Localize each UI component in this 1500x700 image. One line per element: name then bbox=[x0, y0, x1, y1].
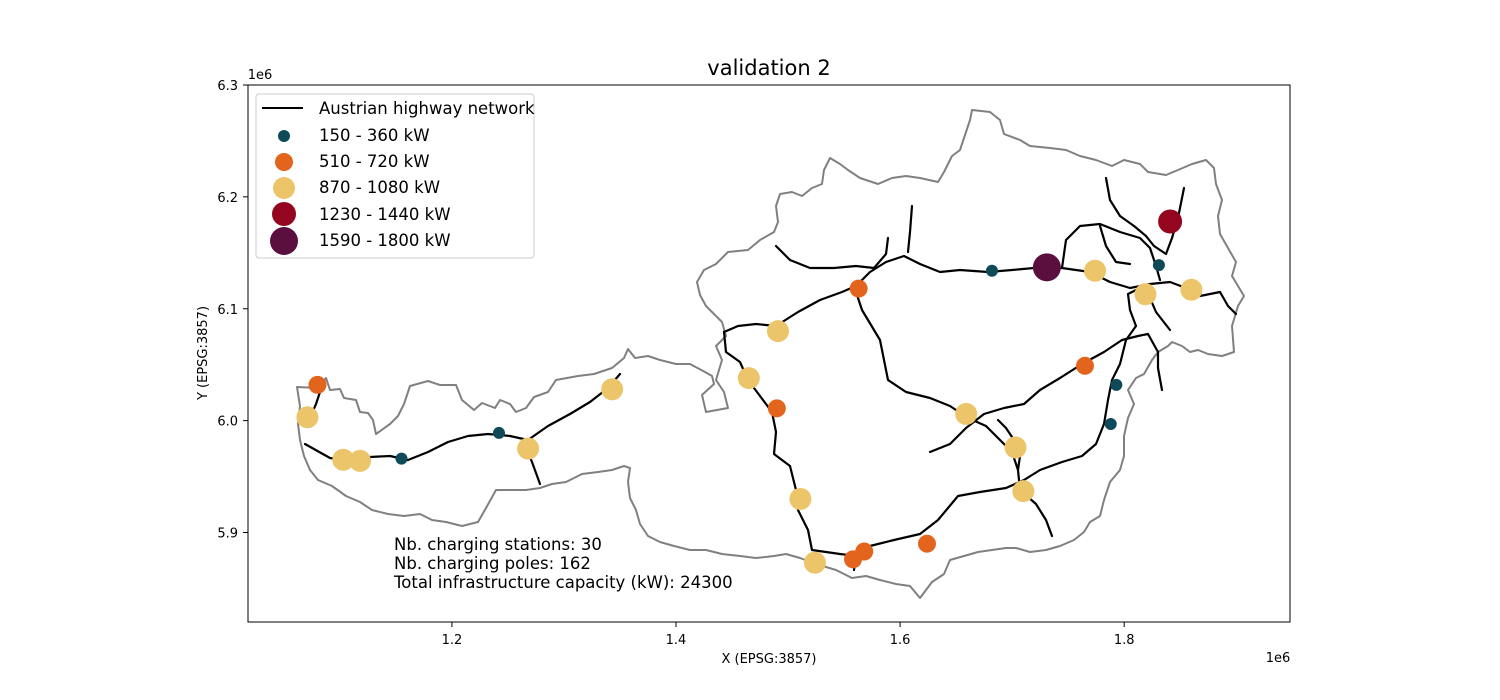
station-marker bbox=[1012, 480, 1035, 503]
charging-stations bbox=[296, 209, 1203, 574]
station-marker bbox=[1084, 259, 1107, 282]
annotation-capacity: Total infrastructure capacity (kW): 2430… bbox=[393, 573, 733, 592]
chart-title: validation 2 bbox=[707, 56, 830, 80]
austria-border bbox=[296, 109, 1245, 599]
legend-marker-1230-1440 bbox=[272, 202, 296, 226]
station-marker bbox=[601, 378, 624, 401]
station-marker bbox=[492, 426, 505, 439]
y-tick-label: 6.3 bbox=[217, 79, 238, 94]
station-marker bbox=[1110, 378, 1123, 391]
road-west bbox=[722, 254, 1188, 334]
station-marker bbox=[332, 448, 355, 471]
x-axis-label: X (EPSG:3857) bbox=[721, 652, 816, 667]
station-marker bbox=[308, 375, 327, 394]
y-tick-label: 6.1 bbox=[217, 303, 238, 318]
y-axis-ticks: 5.9 6.0 6.1 6.2 6.3 bbox=[217, 79, 248, 542]
station-marker bbox=[1158, 209, 1183, 234]
legend-marker-1590-1800 bbox=[270, 227, 298, 255]
y-tick-label: 5.9 bbox=[217, 527, 238, 542]
y-tick-label: 6.2 bbox=[217, 191, 238, 206]
station-marker bbox=[349, 449, 372, 472]
station-marker bbox=[955, 402, 978, 425]
road-north-spur-3 bbox=[872, 236, 890, 270]
legend-label-highway: Austrian highway network bbox=[319, 99, 535, 118]
station-marker bbox=[517, 437, 540, 460]
station-marker bbox=[767, 399, 786, 418]
station-marker bbox=[1152, 259, 1165, 272]
road-north-east bbox=[1060, 222, 1162, 282]
road-north-spur-2 bbox=[906, 204, 914, 254]
station-marker bbox=[917, 534, 936, 553]
station-marker bbox=[766, 320, 789, 343]
annotation-stations: Nb. charging stations: 30 bbox=[394, 535, 602, 554]
station-marker bbox=[296, 406, 319, 429]
y-tick-label: 6.0 bbox=[217, 415, 238, 430]
y-axis-label: Y (EPSG:3857) bbox=[196, 306, 211, 401]
y-offset-label: 1e6 bbox=[248, 68, 273, 83]
x-axis-ticks: 1.2 1.4 1.6 1.8 bbox=[442, 622, 1135, 648]
station-marker bbox=[1134, 283, 1157, 306]
road-south bbox=[892, 324, 1138, 542]
annotation-poles: Nb. charging poles: 162 bbox=[394, 554, 591, 573]
x-tick-label: 1.4 bbox=[666, 633, 687, 648]
legend-label-510-720: 510 - 720 kW bbox=[319, 152, 430, 171]
station-marker bbox=[1180, 278, 1203, 301]
legend-label-870-1080: 870 - 1080 kW bbox=[319, 178, 440, 197]
x-tick-label: 1.6 bbox=[890, 633, 911, 648]
station-marker bbox=[1075, 356, 1094, 375]
legend: Austrian highway network 150 - 360 kW 51… bbox=[255, 93, 535, 259]
legend-marker-870-1080 bbox=[273, 177, 295, 199]
station-marker bbox=[395, 452, 408, 465]
station-marker bbox=[855, 542, 874, 561]
station-marker bbox=[737, 367, 760, 390]
station-marker bbox=[803, 551, 826, 574]
road-north-loop bbox=[1098, 224, 1132, 266]
station-marker bbox=[1104, 417, 1117, 430]
legend-label-1590-1800: 1590 - 1800 kW bbox=[319, 231, 451, 250]
legend-frame bbox=[255, 93, 535, 259]
station-marker bbox=[849, 279, 868, 298]
x-tick-label: 1.2 bbox=[442, 633, 463, 648]
road-sud-autobahn bbox=[928, 332, 1164, 454]
station-marker bbox=[789, 487, 812, 510]
station-marker bbox=[1032, 253, 1061, 282]
x-offset-label: 1e6 bbox=[1266, 651, 1291, 666]
legend-label-1230-1440: 1230 - 1440 kW bbox=[319, 205, 451, 224]
legend-marker-510-720 bbox=[275, 153, 293, 171]
legend-label-150-360: 150 - 360 kW bbox=[319, 126, 430, 145]
station-marker bbox=[1004, 436, 1027, 459]
x-tick-label: 1.8 bbox=[1114, 633, 1135, 648]
road-innkreis bbox=[774, 244, 876, 270]
station-marker bbox=[985, 264, 998, 277]
legend-marker-150-360 bbox=[278, 130, 290, 142]
